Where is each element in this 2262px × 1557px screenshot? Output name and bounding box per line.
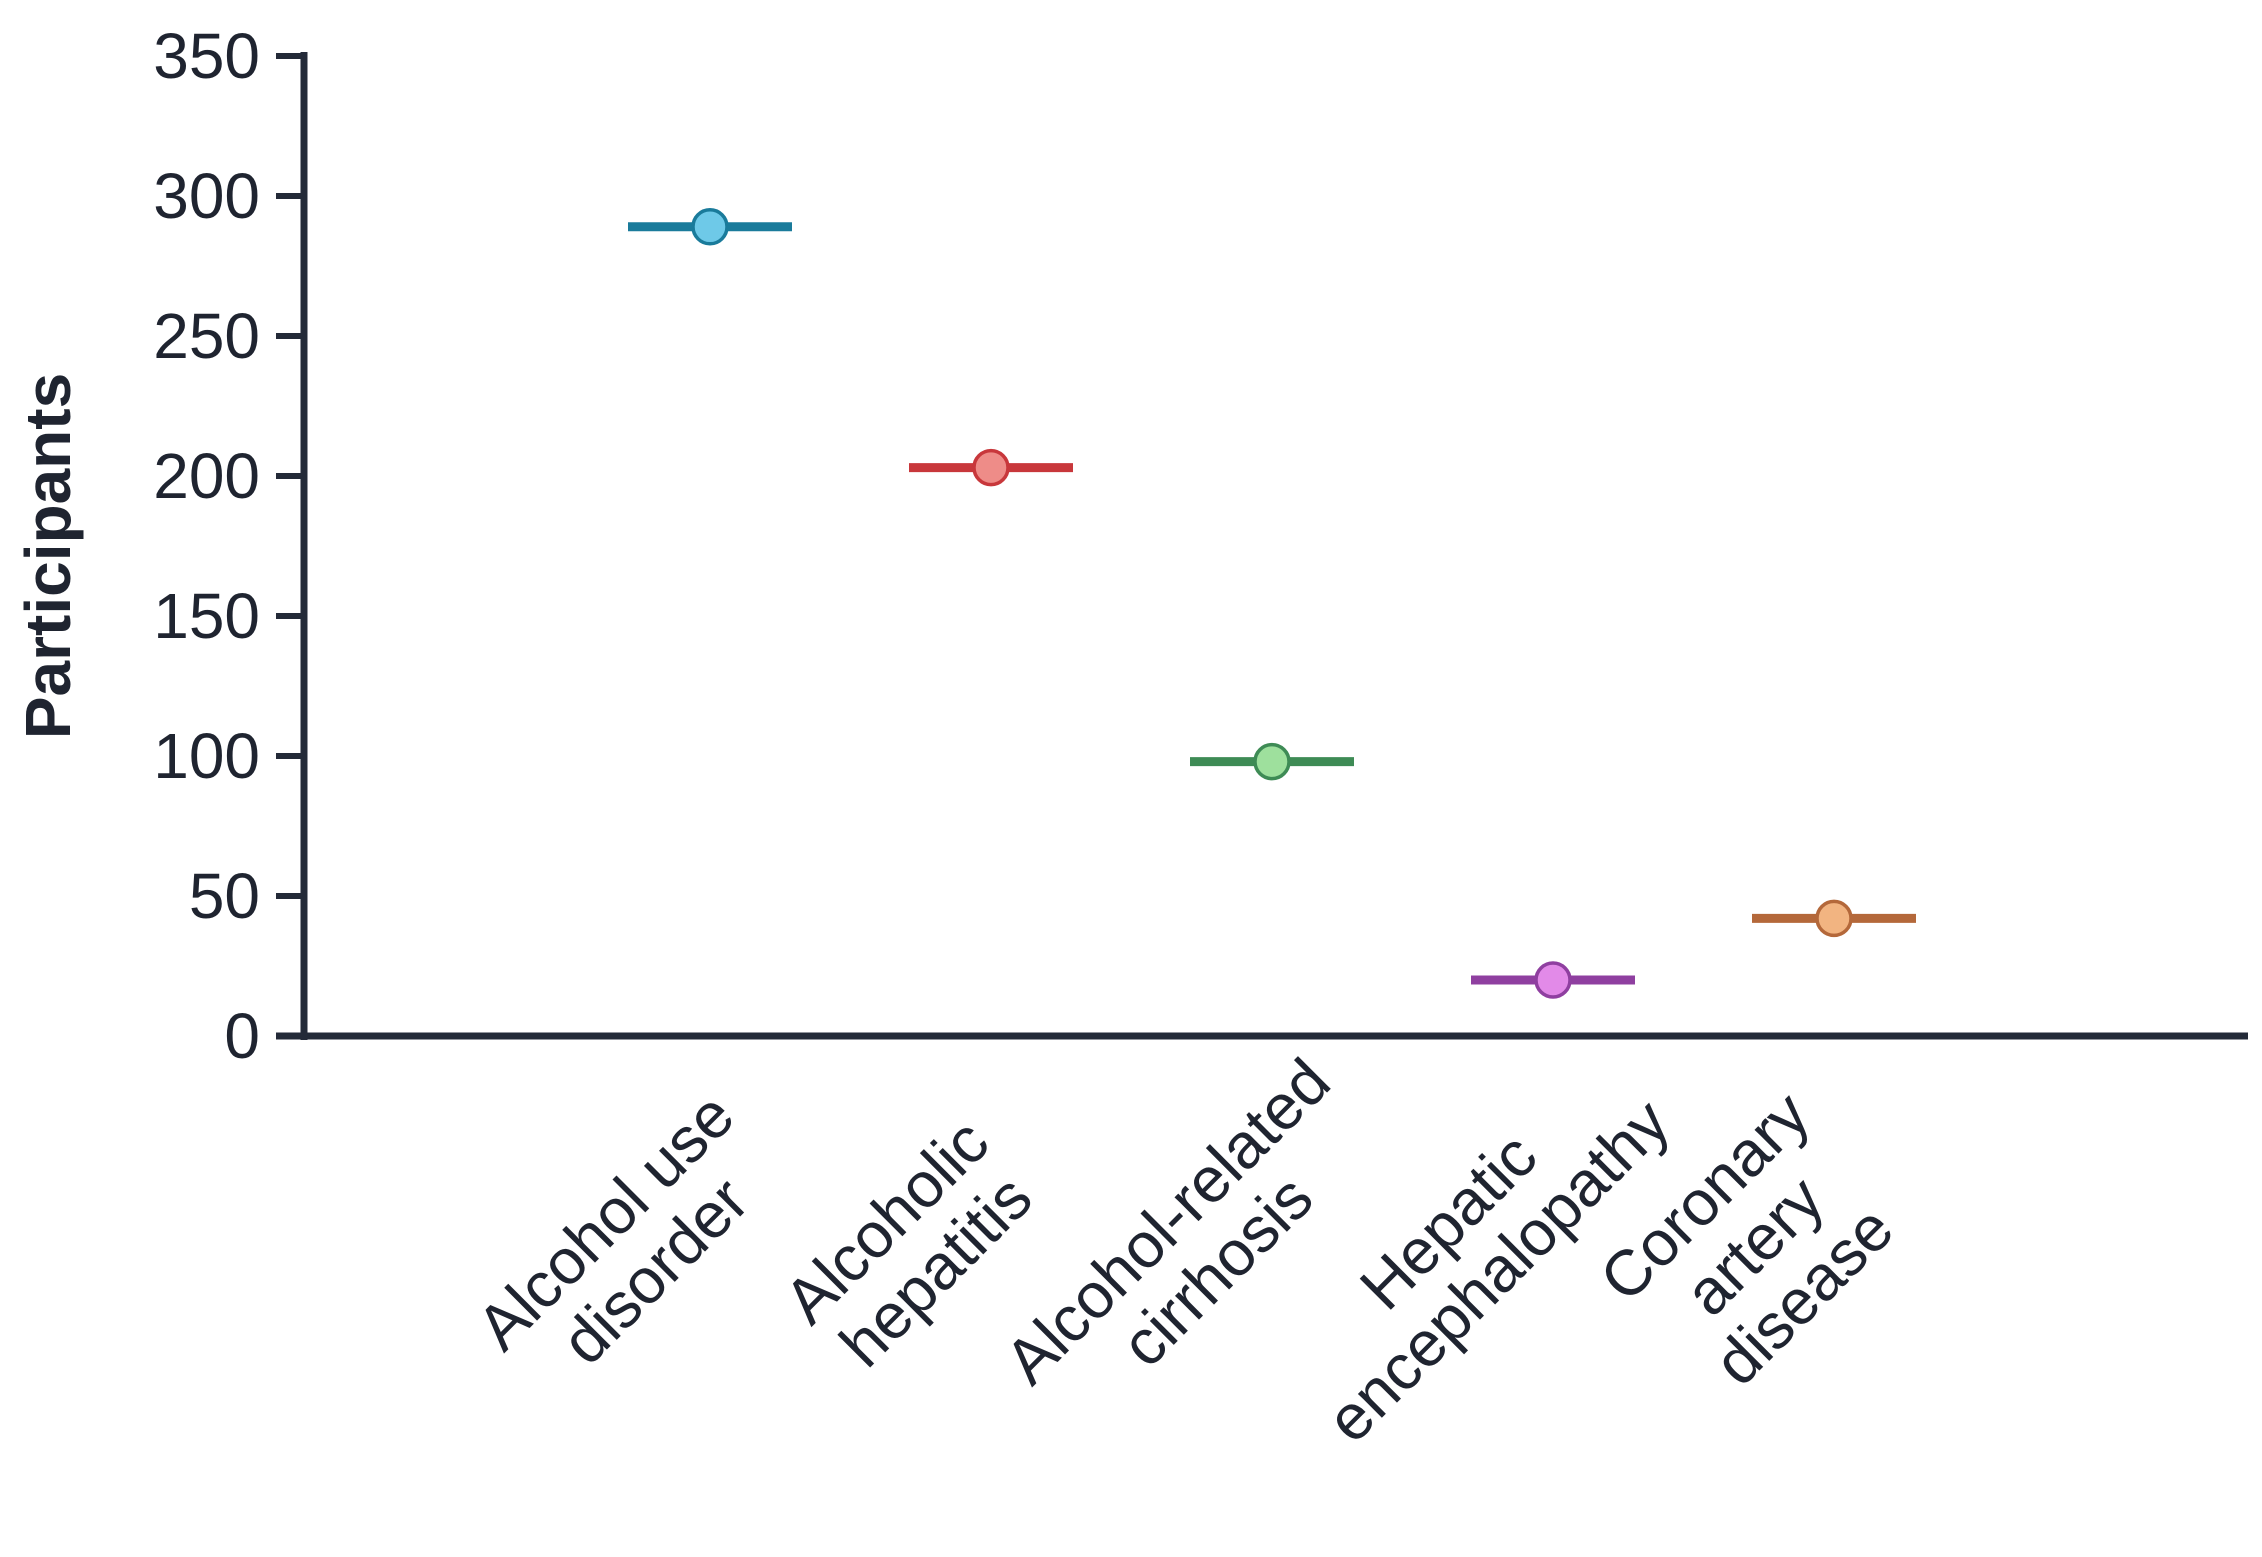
category-label: Alcohol usedisorder [463,1079,797,1413]
y-tick-label: 0 [224,1000,260,1072]
y-tick-label: 300 [153,160,260,232]
y-tick-label: 100 [153,720,260,792]
data-point [691,208,729,246]
y-axis-title: Participants [12,373,84,739]
data-point [1253,742,1291,781]
data-point [1815,899,1853,938]
y-tick-label: 350 [153,20,260,92]
data-marks [628,208,1916,999]
data-point [972,448,1010,487]
data-point [1534,961,1572,999]
y-tick-label: 150 [153,580,260,652]
y-tick-label: 250 [153,300,260,372]
y-tick-label: 200 [153,440,260,512]
y-axis: 0 50 100 150 200 250 300 350 [153,20,308,1072]
category-labels: Alcohol usedisorder AlcoholichepatitisAlc… [463,1045,1907,1456]
y-tick-label: 50 [189,860,260,932]
